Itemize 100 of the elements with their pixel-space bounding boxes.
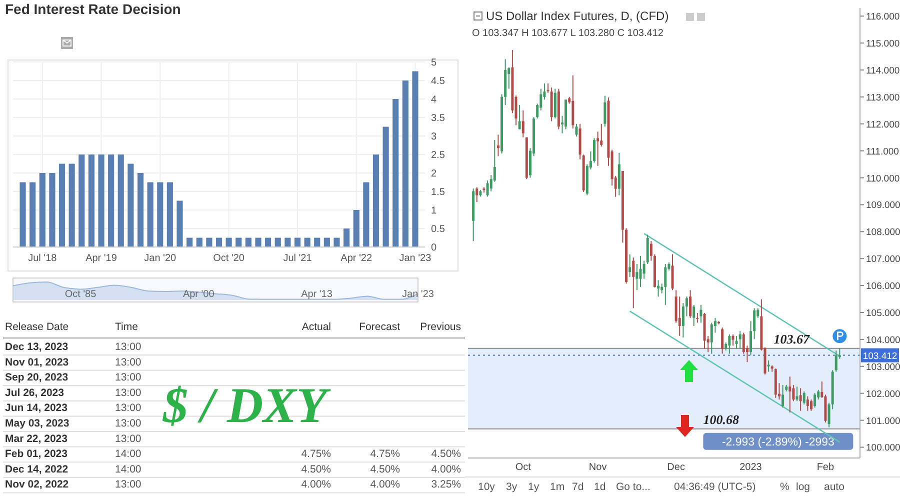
- ref-line-label: 103.67: [774, 331, 810, 346]
- y-tick-label: 2: [431, 168, 437, 180]
- text: O 103.347 H 103.677 L 103.280 C 103.412: [472, 28, 664, 39]
- y-tick-label: 4.5: [431, 76, 446, 87]
- y-tick-label: 104.000: [866, 334, 900, 346]
- text: 1m: [550, 481, 565, 493]
- text: 13:00: [115, 386, 142, 399]
- category-label: May 03, 2023: [5, 418, 70, 430]
- bar: [412, 71, 418, 247]
- y-tick-label: 108.000: [866, 227, 900, 238]
- candlestick: [767, 360, 770, 372]
- bar: [294, 238, 301, 247]
- candlestick: [476, 186, 478, 203]
- x-tick-label: Feb: [816, 462, 835, 473]
- text: 13:00: [115, 432, 142, 445]
- candlestick: [696, 312, 699, 324]
- y-tick-label: 3.5: [431, 113, 446, 124]
- candlestick: [802, 390, 806, 405]
- bar: [334, 238, 340, 247]
- y-tick-label: 5: [431, 58, 437, 68]
- text: 13:00: [115, 478, 142, 491]
- text: 13:00: [115, 402, 142, 414]
- y-tick-label: 114.000: [866, 65, 900, 76]
- candlestick: [664, 263, 667, 306]
- candlestick: [799, 388, 802, 412]
- bar: [58, 164, 66, 247]
- chart-title: US Dollar Index Futures, D, (CFD): [486, 9, 669, 23]
- category-label: Mar 22, 2023: [5, 432, 68, 445]
- candlestick: [593, 138, 596, 164]
- candlestick: [632, 257, 635, 309]
- x-tick-label: Jul '18: [28, 253, 58, 264]
- bar: [137, 173, 144, 247]
- candlestick: [721, 327, 724, 354]
- y-tick-label: 110.000: [866, 173, 900, 184]
- candlestick: [636, 263, 638, 291]
- candlestick: [700, 304, 702, 324]
- y-tick-label: 106.000: [866, 281, 900, 292]
- bar: [382, 126, 389, 247]
- y-tick-label: 109.000: [866, 200, 900, 212]
- bar: [166, 182, 173, 247]
- candlestick: [642, 260, 646, 280]
- bar: [265, 238, 272, 247]
- x-tick-label: Oct '20: [213, 253, 245, 264]
- text: 13:00: [115, 356, 142, 368]
- text: 3y: [506, 481, 518, 493]
- text: 4.50%: [301, 463, 331, 476]
- text: $ / DXY: [162, 377, 332, 433]
- y-tick-label: 105.000: [866, 308, 900, 319]
- bar: [49, 173, 56, 247]
- text: log: [796, 481, 810, 493]
- y-tick-label: 1.5: [431, 187, 446, 198]
- text: 1d: [594, 481, 606, 493]
- text: 4.00%: [301, 478, 331, 491]
- category-label: Nov 01, 2023: [5, 356, 69, 368]
- bar: [353, 210, 360, 247]
- x-tick-label: Apr '19: [86, 253, 118, 264]
- x-tick-label: Dec: [667, 462, 685, 473]
- x-tick-label: Jan '20: [144, 253, 177, 264]
- text: %: [780, 481, 790, 493]
- category-label: Forecast: [359, 321, 400, 333]
- text: 10y: [478, 481, 496, 493]
- bar: [392, 99, 399, 247]
- bar: [304, 238, 310, 247]
- candlestick: [810, 399, 812, 412]
- x-tick-label: Jan '23: [399, 253, 432, 264]
- y-tick-label: 4: [431, 94, 437, 106]
- bar: [20, 182, 26, 247]
- candlestick: [788, 376, 792, 413]
- bar: [206, 238, 212, 247]
- y-tick-label: 3: [431, 132, 437, 142]
- bar: [128, 164, 134, 247]
- y-tick-label: 1: [431, 206, 437, 216]
- bar: [372, 154, 380, 247]
- candlestick: [782, 384, 784, 408]
- category-label: Jul 26, 2023: [5, 386, 64, 399]
- category-label: Nov 02, 2022: [5, 478, 69, 491]
- bar: [363, 182, 370, 247]
- candlestick: [689, 290, 692, 318]
- bar: [39, 173, 46, 247]
- category-label: Jun 14, 2023: [5, 402, 68, 414]
- bar: [108, 154, 114, 247]
- bar: [314, 238, 320, 247]
- bar: [284, 238, 291, 247]
- candlestick: [814, 392, 816, 408]
- candlestick: [728, 334, 731, 354]
- y-tick-label: 101.000: [866, 416, 900, 427]
- bar: [30, 182, 36, 247]
- candlestick: [657, 280, 660, 298]
- bar: [196, 238, 202, 247]
- ref-line-label: 103.412: [862, 350, 898, 362]
- candlestick: [518, 104, 521, 130]
- candlestick: [575, 123, 578, 138]
- candlestick: [692, 304, 696, 326]
- text: 4.00%: [370, 478, 400, 491]
- y-tick-label: 107.000: [866, 254, 900, 266]
- x-tick-label: Apr '00: [182, 289, 215, 300]
- text: 7d: [572, 481, 584, 493]
- y-tick-label: 112.000: [866, 119, 900, 130]
- candlestick: [522, 110, 524, 138]
- y-tick-label: 0.5: [431, 224, 446, 235]
